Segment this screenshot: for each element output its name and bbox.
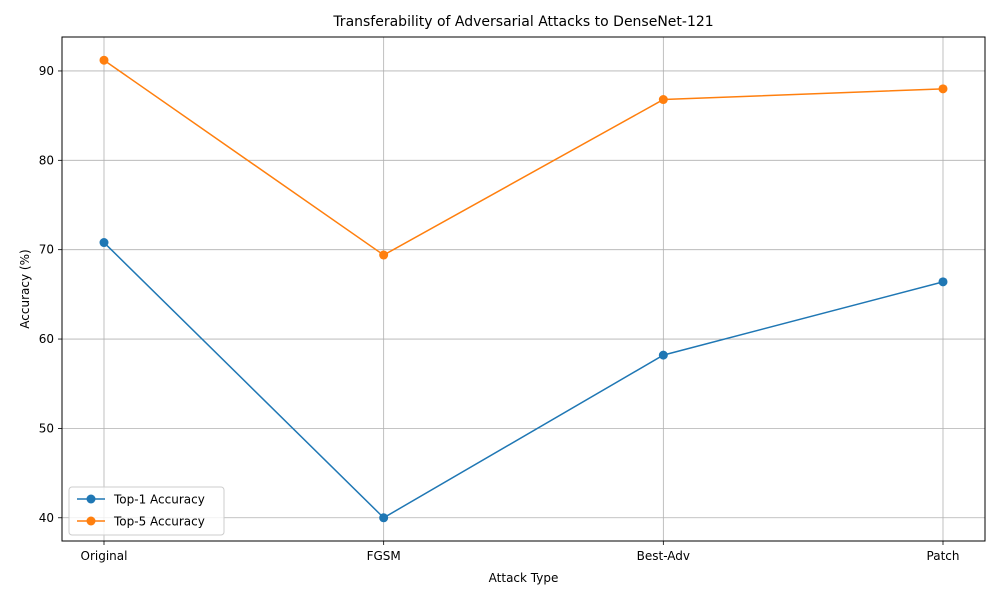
legend-box [68, 486, 225, 536]
y-axis-ticks: 40 50 60 70 80 90 [39, 64, 62, 525]
data-point [379, 513, 389, 523]
y-tick-label: 80 [39, 153, 54, 167]
x-tick-label: Patch [927, 549, 960, 563]
data-point [658, 350, 668, 360]
data-point [379, 250, 389, 260]
series-line [103, 241, 944, 519]
y-tick-label: 50 [39, 421, 54, 435]
x-tick-label: Original [81, 549, 128, 563]
data-point [99, 55, 109, 65]
data-point [658, 95, 668, 105]
x-axis-title: Attack Type [489, 571, 559, 585]
legend-marker [86, 516, 96, 526]
y-tick-label: 60 [39, 332, 54, 346]
y-axis-title: Accuracy (%) [18, 249, 32, 328]
y-tick-label: 70 [39, 243, 54, 257]
data-point [938, 277, 948, 287]
grid [62, 37, 985, 541]
legend-label: Top-1 Accuracy [113, 493, 205, 507]
legend: Top-1 Accuracy Top-5 Accuracy [68, 486, 225, 536]
legend-marker [86, 494, 96, 504]
chart-title: Transferability of Adversarial Attacks t… [332, 14, 713, 30]
data-point [938, 84, 948, 94]
series-layer [99, 55, 948, 523]
x-axis-ticks: Original FGSM Best-Adv Patch [81, 541, 960, 563]
data-point [99, 238, 109, 248]
legend-label: Top-5 Accuracy [113, 515, 205, 529]
x-tick-label: Best-Adv [637, 549, 690, 563]
y-tick-label: 40 [39, 511, 54, 525]
series-line [103, 59, 944, 256]
x-tick-label: FGSM [367, 549, 401, 563]
plot-area-frame [61, 36, 986, 542]
y-tick-label: 90 [39, 64, 54, 78]
